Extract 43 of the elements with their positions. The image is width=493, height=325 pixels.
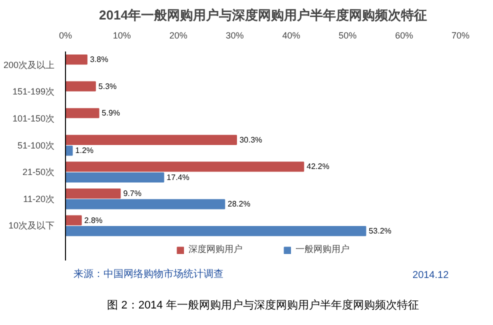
bar xyxy=(66,226,366,236)
y-tick-label: 151-199次 xyxy=(12,86,54,97)
y-tick-label: 101-150次 xyxy=(12,113,54,124)
data-label: 17.4% xyxy=(166,172,190,182)
chart-title: 2014年一般网购用户与深度网购用户半年度网购频次特征 xyxy=(99,8,427,22)
bar xyxy=(66,215,82,226)
data-label: 5.3% xyxy=(98,82,117,91)
x-tick-label: 70% xyxy=(451,30,470,40)
bar xyxy=(66,134,237,145)
source-note: 来源：中国网络购物市场统计调查 xyxy=(73,268,224,280)
data-label: 42.2% xyxy=(306,162,330,172)
bar xyxy=(66,81,96,92)
x-tick-label: 0% xyxy=(58,30,72,40)
bar xyxy=(66,108,100,118)
y-tick-label: 21-50次 xyxy=(22,167,55,178)
bar xyxy=(66,146,73,156)
text: 2014.12 xyxy=(412,270,450,281)
legend-label: 一般网购用户 xyxy=(296,243,350,256)
data-label: 2.8% xyxy=(84,216,103,225)
bar xyxy=(66,188,121,199)
x-tick-label: 40% xyxy=(282,30,300,40)
data-label: 9.7% xyxy=(123,189,142,198)
data-label: 3.8% xyxy=(90,55,108,64)
y-tick-label: 200次及以上 xyxy=(3,60,55,70)
bar xyxy=(66,54,88,65)
x-tick-label: 60% xyxy=(395,30,414,40)
y-tick-label: 10次及以下 xyxy=(8,220,55,231)
x-tick-label: 30% xyxy=(226,30,244,40)
bar xyxy=(66,172,164,182)
data-label: 28.2% xyxy=(228,200,250,209)
data-label: 30.3% xyxy=(239,135,262,144)
x-tick-label: 50% xyxy=(338,30,357,40)
data-label: 1.2% xyxy=(75,146,94,156)
data-label: 5.9% xyxy=(102,108,120,118)
data-label: 53.2% xyxy=(368,226,392,236)
bar xyxy=(66,199,226,210)
caption: 图 2：2014 年一般网购用户与深度网购用户半年度网购频次特征 xyxy=(107,298,419,312)
x-tick-label: 10% xyxy=(112,30,131,40)
bar xyxy=(66,162,304,172)
y-tick-label: 11-20次 xyxy=(23,194,55,204)
x-tick-label: 20% xyxy=(169,30,188,40)
legend-label: 深度网购用户 xyxy=(188,243,242,256)
y-tick-label: 51-100次 xyxy=(17,140,55,150)
